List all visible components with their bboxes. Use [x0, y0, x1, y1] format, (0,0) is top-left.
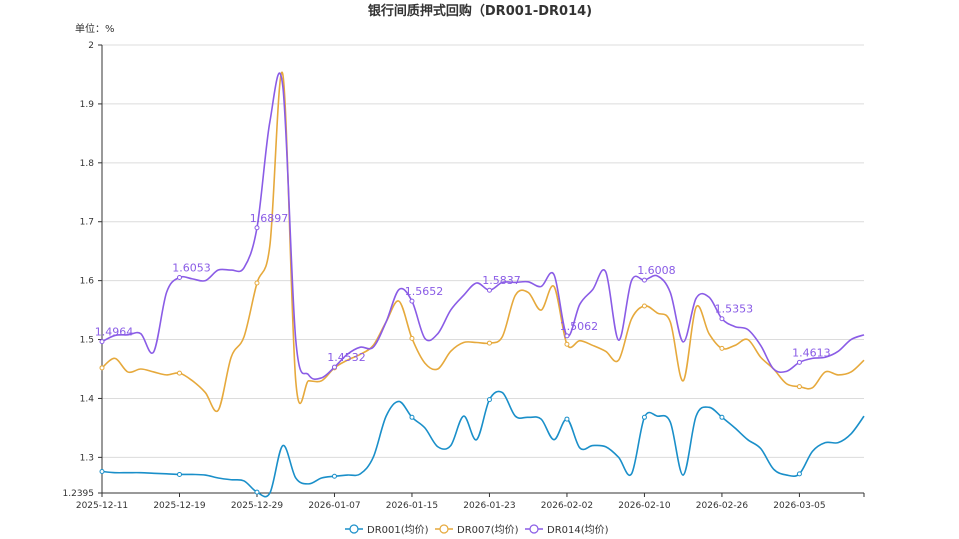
- x-tick-label: 2025-12-11: [76, 501, 128, 511]
- x-tick-label: 2026-03-05: [773, 501, 825, 511]
- y-tick-label: 1.2395: [63, 489, 95, 499]
- data-point: [176, 370, 182, 376]
- series-line-dr001: [101, 390, 865, 498]
- legend-marker-icon: [529, 524, 539, 534]
- legend-item-label: DR007(均价): [457, 524, 519, 536]
- data-point: [99, 468, 105, 474]
- data-label: 1.6897: [250, 212, 289, 225]
- data-point: [796, 471, 802, 477]
- legend-item-label: DR001(均价): [367, 524, 429, 536]
- y-tick-label: 1.7: [80, 218, 94, 228]
- data-label: 1.5353: [715, 303, 754, 316]
- y-tick-label: 1.5: [80, 336, 94, 346]
- data-label: 1.6053: [172, 262, 211, 275]
- data-point: [409, 298, 415, 304]
- x-tick-label: 2026-01-23: [463, 501, 515, 511]
- data-point: [641, 277, 647, 283]
- data-point: [176, 275, 182, 281]
- series-line-dr014: [101, 72, 865, 381]
- data-point: [331, 364, 337, 370]
- legend-marker-icon: [349, 524, 359, 534]
- data-point: [564, 416, 570, 422]
- data-point: [719, 316, 725, 322]
- x-tick-label: 2026-01-15: [386, 501, 438, 511]
- y-tick-label: 1.9: [80, 100, 95, 110]
- legend-marker-icon: [439, 524, 449, 534]
- data-label: 1.4964: [95, 326, 134, 339]
- y-tick-label: 1.4: [80, 394, 95, 404]
- y-tick-label: 2: [88, 41, 94, 51]
- x-tick-label: 2025-12-19: [153, 501, 206, 511]
- data-point: [254, 225, 260, 231]
- y-tick-label: 1.8: [80, 159, 95, 169]
- data-label: 1.5062: [560, 320, 599, 333]
- data-point: [564, 341, 570, 347]
- data-point: [486, 287, 492, 293]
- grid: [102, 44, 864, 494]
- axes: 2 1.9 1.8 1.7 1.6 1.5 1.4 1.3 1.2395 2025-12-11 20…: [63, 41, 865, 511]
- x-tick-label: 2026-01-07: [308, 501, 360, 511]
- data-point: [99, 339, 105, 345]
- chart-title: 银行间质押式回购（DR001-DR014): [368, 3, 592, 19]
- unit-label: 单位：%: [75, 22, 115, 35]
- x-tick-label: 2026-02-26: [696, 501, 749, 511]
- data-point: [719, 345, 725, 351]
- data-point: [409, 335, 415, 341]
- data-label: 1.5837: [482, 274, 521, 287]
- x-tick-label: 2026-02-02: [541, 501, 593, 511]
- data-point: [796, 359, 802, 365]
- data-label: 1.5652: [405, 285, 444, 298]
- data-point: [486, 340, 492, 346]
- x-tick-label: 2025-12-29: [231, 501, 284, 511]
- data-label: 1.4613: [792, 346, 831, 359]
- data-point: [176, 471, 182, 477]
- data-point: [796, 384, 802, 390]
- legend[interactable]: DR001(均价) DR007(均价) DR014(均价): [345, 524, 609, 536]
- legend-item-label: DR014(均价): [547, 524, 609, 536]
- y-tick-label: 1.3: [80, 453, 94, 463]
- data-point: [486, 397, 492, 403]
- data-label: 1.4532: [327, 351, 366, 364]
- data-point: [99, 365, 105, 371]
- data-point: [331, 473, 337, 479]
- x-tick-label: 2026-02-10: [618, 501, 671, 511]
- data-point: [409, 414, 415, 420]
- data-point: [641, 303, 647, 309]
- data-point: [254, 489, 260, 495]
- data-point: [564, 333, 570, 339]
- series-line-dr007: [101, 71, 865, 413]
- data-point: [641, 414, 647, 420]
- data-label: 1.6008: [637, 264, 676, 277]
- y-tick-label: 1.6: [80, 277, 95, 287]
- data-point: [254, 280, 260, 286]
- series-lines: 1.4964 1.6053 1.6897 1.4532 1.5652 1.5837 1.50…: [95, 71, 865, 498]
- data-point: [719, 414, 725, 420]
